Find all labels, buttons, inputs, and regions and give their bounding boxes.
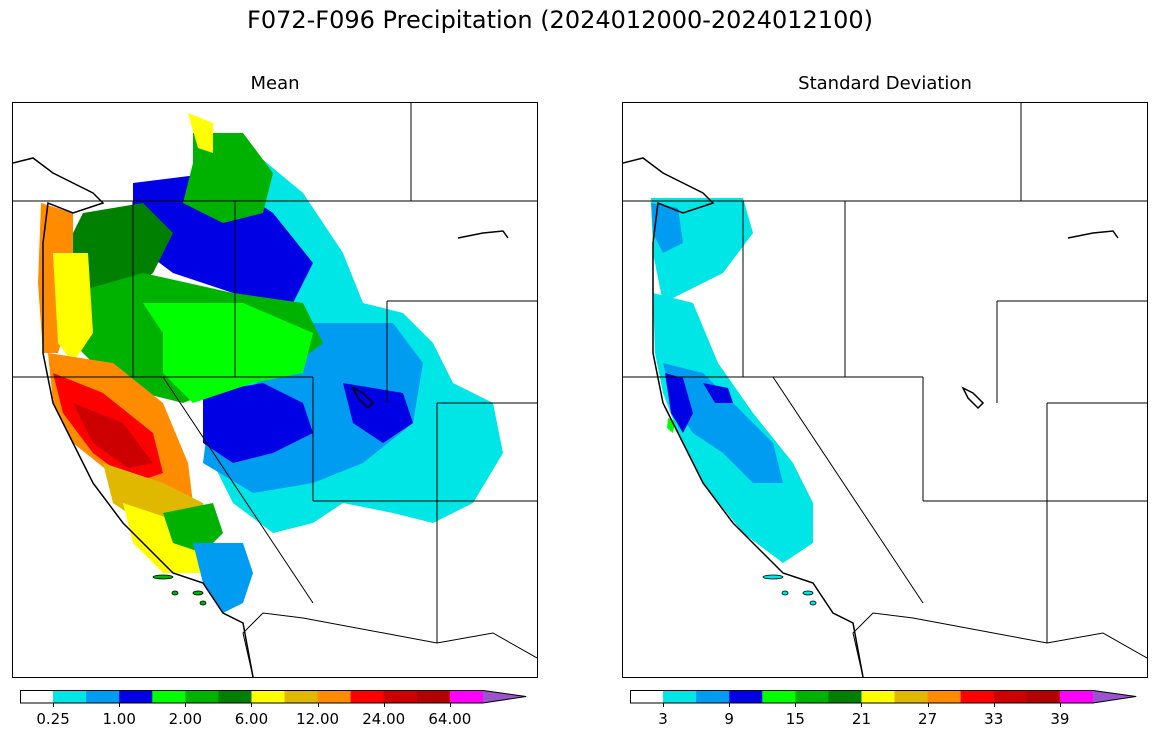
std-colorbar-svg (630, 690, 1138, 704)
mean-colorbar-tick-label: 64.00 (428, 710, 472, 728)
mean-colorbar-outline (20, 690, 527, 704)
std-colorbar-segment (630, 690, 664, 703)
mean-colorbar (20, 689, 530, 704)
std-colorbar-segment (894, 690, 929, 703)
std-region-darkblue-ca (665, 373, 693, 433)
region-green-ca-south (163, 503, 223, 553)
mean-colorbar-segment (218, 690, 252, 703)
std-colorbar-tick (993, 703, 995, 707)
std-colorbar-segment (663, 690, 697, 703)
mean-colorbar-tick (449, 703, 451, 707)
region-dark-blue-idaho (203, 383, 313, 463)
std-channel-islands (762, 574, 817, 606)
mean-colorbar-tick (383, 703, 385, 707)
region-dark-blue-north (133, 173, 313, 303)
std-colorbar-tick (861, 703, 863, 707)
mean-colorbar-segment (251, 690, 286, 703)
mean-colorbar-segment (482, 690, 528, 703)
std-colorbar-tick-label: 9 (724, 710, 734, 728)
std-region-darkblue-ca2 (703, 383, 733, 403)
std-region-blue-ca (663, 363, 783, 483)
region-green-north (183, 133, 273, 223)
mean-colorbar-svg (20, 690, 528, 704)
region-yellow-ca-south (123, 503, 213, 573)
mean-colorbar-segment (119, 690, 153, 703)
mean-colorbar-segment (284, 690, 319, 703)
mean-colorbar-tick-label: 24.00 (362, 710, 406, 728)
std-map (622, 102, 1148, 678)
mean-colorbar-segment (416, 690, 451, 703)
std-region-blue-wa (651, 203, 683, 253)
mean-map-svg (13, 103, 537, 677)
std-colorbar-outline (630, 690, 1137, 704)
mean-colorbar-tick (317, 703, 319, 707)
std-colorbar-segment (828, 690, 862, 703)
coastlines (13, 157, 509, 677)
std-colorbar-tick (927, 703, 929, 707)
std-colorbar-segment (993, 690, 1028, 703)
region-blue-utah (343, 383, 413, 443)
mean-colorbar-tick (251, 703, 253, 707)
region-yellow-coast (53, 253, 93, 363)
region-blue-socal (193, 543, 253, 613)
std-colorbar-segment (762, 690, 796, 703)
mean-colorbar-segment (350, 690, 385, 703)
std-colorbar-segment (795, 690, 829, 703)
mean-colorbar-segment (86, 690, 120, 703)
std-colorbar-tick (1059, 703, 1061, 707)
region-yellow-north (188, 113, 213, 153)
std-colorbar-tick-label: 3 (658, 710, 668, 728)
mean-colorbar-segment (449, 690, 484, 703)
mean-colorbar-tick-label: 12.00 (296, 710, 340, 728)
std-panel-title: Standard Deviation (798, 73, 972, 94)
mean-colorbar-tick-label: 6.00 (234, 710, 269, 728)
mean-colorbar-segment (317, 690, 352, 703)
std-map-svg (623, 103, 1147, 677)
std-colorbar-segment (1026, 690, 1061, 703)
std-colorbar-segment (1092, 690, 1138, 703)
std-colorbar-tick-label: 21 (851, 710, 871, 728)
figure-title: F072-F096 Precipitation (2024012000-2024… (247, 6, 873, 34)
mean-colorbar-segment (152, 690, 186, 703)
std-colorbar-segment (1059, 690, 1094, 703)
mean-colorbar-segment (20, 690, 54, 703)
mean-colorbar-segment (53, 690, 87, 703)
mean-colorbar-tick-label: 0.25 (36, 710, 70, 728)
std-colorbar-segment (696, 690, 730, 703)
std-colorbar-segment (927, 690, 962, 703)
mean-colorbar-segment (383, 690, 418, 703)
mean-colorbar-tick-label: 2.00 (168, 710, 203, 728)
std-colorbar-tick-label: 39 (1050, 710, 1070, 728)
mean-panel-title: Mean (250, 73, 300, 94)
region-darkred-ca (73, 403, 153, 468)
std-colorbar-tick-label: 15 (785, 710, 805, 728)
mean-colorbar-tick (119, 703, 121, 707)
mean-colorbar-segment (185, 690, 219, 703)
std-colorbar-tick-label: 27 (918, 710, 938, 728)
std-colorbar-segment (861, 690, 896, 703)
std-colorbar-tick (663, 703, 665, 707)
std-colorbar-segment (729, 690, 763, 703)
channel-islands (152, 574, 207, 606)
std-state-borders (623, 103, 1147, 677)
std-colorbar-tick-label: 33 (984, 710, 1004, 728)
std-colorbar (630, 689, 1140, 704)
mean-colorbar-tick-label: 1.00 (102, 710, 136, 728)
std-colorbar-tick (795, 703, 797, 707)
std-coastlines (623, 157, 1119, 677)
mean-colorbar-tick (53, 703, 55, 707)
region-bright-green (143, 303, 313, 403)
mean-colorbar-tick (185, 703, 187, 707)
mean-map (12, 102, 538, 678)
std-colorbar-tick (729, 703, 731, 707)
std-colorbar-segment (960, 690, 995, 703)
